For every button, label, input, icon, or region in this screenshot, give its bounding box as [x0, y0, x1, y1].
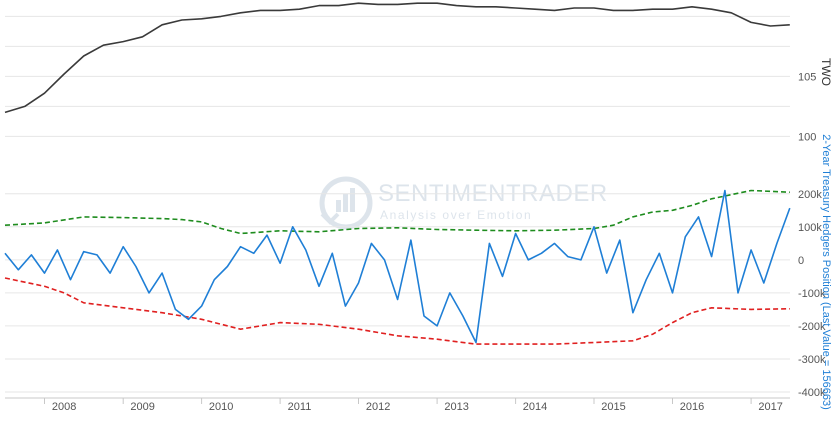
- x-tick-label: 2012: [366, 401, 390, 413]
- bottom-y-tick-label: -100k: [798, 288, 826, 300]
- top-panel: 100 105: [4, 2, 816, 143]
- bottom-y-tick-label: -200k: [798, 321, 826, 333]
- x-tick-label: 2010: [209, 401, 233, 413]
- bottom-y-tick-label: -400k: [798, 387, 826, 399]
- x-tick-label: 2014: [523, 401, 547, 413]
- series-line-bottom-1: [4, 277, 790, 345]
- watermark: SENTIMENTRADER Analysis over Emotion: [319, 176, 607, 230]
- x-tick-label: 2015: [601, 401, 625, 413]
- series-line-top-0: [4, 2, 790, 114]
- watermark-tagline: Analysis over Emotion: [380, 208, 532, 222]
- x-axis: 2008 2009 2010 2011 2012 2013 2014 2015 2016 2017: [5, 397, 830, 413]
- series-line-bottom-0: [4, 189, 790, 235]
- x-tick-label: 2009: [130, 401, 154, 413]
- watermark-logo-icon: [319, 176, 373, 230]
- x-tick-label: 2013: [444, 401, 468, 413]
- x-tick-label: 2011: [288, 401, 312, 413]
- x-tick-label: 2008: [52, 401, 76, 413]
- x-tick-label: 2017: [758, 401, 782, 413]
- bottom-y-tick-label: -300k: [798, 354, 826, 366]
- bottom-y-tick-label: 0: [798, 255, 804, 267]
- top-y-axis-label: TWO: [819, 58, 833, 86]
- x-tick-label: 2016: [680, 401, 704, 413]
- bottom-y-axis-label: 2-Year Treasury Hedgers Position (Last V…: [820, 134, 832, 409]
- top-y-tick-label: 105: [798, 71, 816, 83]
- bottom-panel: -400k -300k -200k -100k 0 100k 200k: [4, 189, 826, 399]
- bottom-y-tick-label: 200k: [798, 189, 822, 201]
- bottom-y-tick-label: 100k: [798, 222, 822, 234]
- series-line-bottom-2: [4, 189, 791, 344]
- top-y-tick-label: 100: [798, 131, 816, 143]
